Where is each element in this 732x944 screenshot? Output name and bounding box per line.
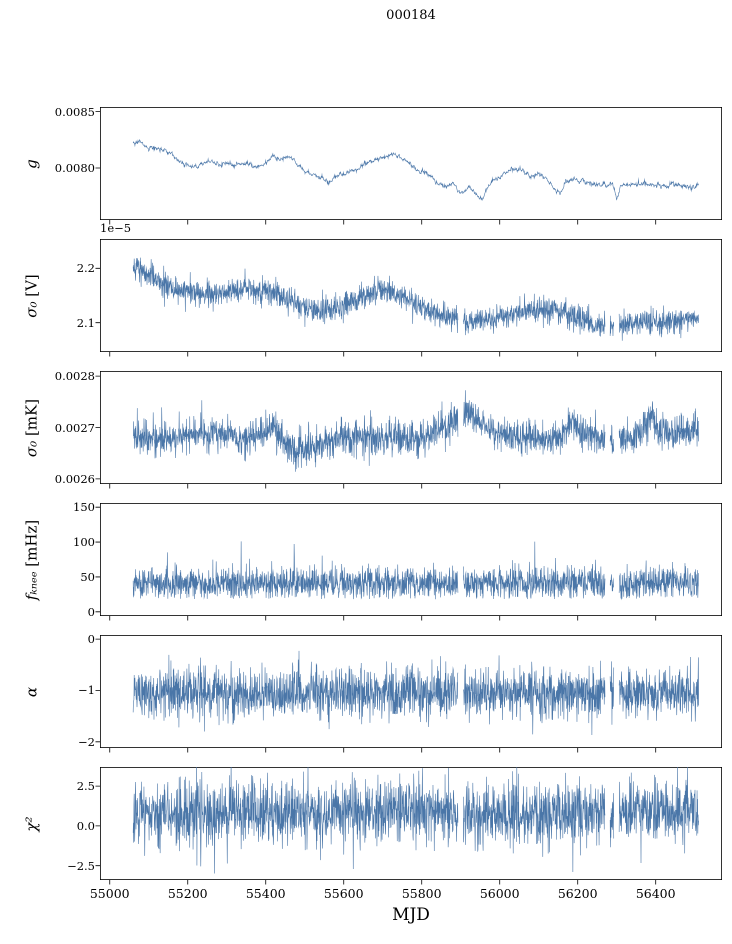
y-tick-label: 0.0027: [54, 420, 95, 435]
y-tick-label: 0.0080: [54, 161, 95, 176]
y-axis-label-fknee: fₖₙₑₑ [mHz]: [21, 503, 43, 616]
y-tick-label: 0: [87, 604, 95, 619]
y-tick-label: 0: [87, 632, 95, 647]
subplot-alpha: α: [0, 635, 732, 756]
plot-area-sigma0-v: [92, 239, 728, 360]
plot-area-gain: [92, 107, 728, 228]
subplot-chi2: χ²: [0, 767, 732, 888]
x-tick-label: 55800: [401, 886, 442, 901]
y-tick-label: 0.0: [76, 818, 95, 833]
y-tick-label: −2.5: [67, 858, 95, 873]
plot-area-chi2: [92, 767, 728, 888]
y-axis-label-math: σ₀: [22, 440, 41, 457]
y-tick-label: 0.0026: [54, 471, 95, 486]
y-axis-offset-label: 1e−5: [100, 221, 132, 235]
x-tick-label: 56000: [479, 886, 520, 901]
plot-area-fknee: [92, 503, 728, 624]
y-tick-label: −2: [78, 734, 95, 749]
x-tick-label: 55200: [167, 886, 208, 901]
y-axis-label-unit: [V]: [22, 273, 41, 302]
y-tick-label: 0.0085: [54, 104, 95, 119]
y-tick-label: 2.2: [76, 261, 95, 276]
y-tick-label: 2.5: [76, 779, 95, 794]
chart-title: 000184: [386, 8, 436, 23]
y-tick-label: 50: [80, 569, 95, 584]
subplot-sigma0-mk: σ₀ [mK]: [0, 371, 732, 492]
y-tick-label: 2.1: [76, 315, 95, 330]
y-tick-label: 100: [73, 535, 95, 550]
subplot-sigma0-v: σ₀ [V]: [0, 239, 732, 360]
y-tick-label: −1: [78, 683, 95, 698]
subplot-gain: g: [0, 107, 732, 228]
x-tick-label: 56400: [635, 886, 676, 901]
x-axis-label: MJD: [392, 905, 430, 925]
subplot-fknee: fₖₙₑₑ [mHz]: [0, 503, 732, 624]
y-axis-label-sigma0-v: σ₀ [V]: [21, 239, 43, 352]
x-tick-label: 55400: [245, 886, 286, 901]
y-tick-label: 150: [73, 500, 95, 515]
plot-area-sigma0-mk: [92, 371, 728, 492]
plot-area-alpha: [92, 635, 728, 756]
x-tick-label: 55600: [323, 886, 364, 901]
x-tick-label: 55000: [89, 886, 130, 901]
y-tick-label: 0.0028: [54, 369, 95, 384]
x-tick-label: 56200: [557, 886, 598, 901]
